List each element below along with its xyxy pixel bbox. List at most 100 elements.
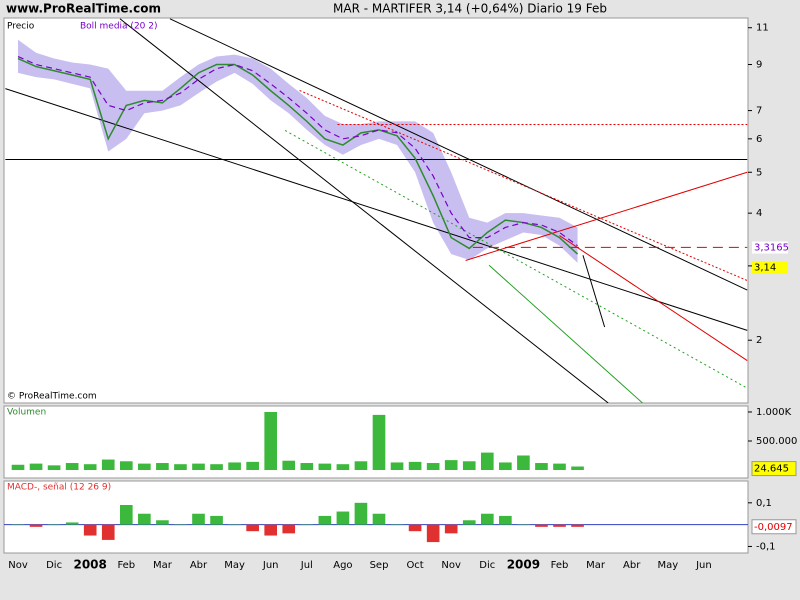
current-value-label: -0,0097: [754, 522, 793, 533]
bar: [282, 460, 296, 470]
bar: [462, 461, 476, 470]
x-tick-label: May: [657, 560, 678, 571]
bar: [192, 463, 205, 470]
x-tick-label: Jul: [300, 560, 313, 571]
bar: [553, 524, 566, 527]
trend-line: [465, 171, 748, 261]
x-tick-label: May: [224, 560, 245, 571]
price-marker-box: [752, 241, 788, 254]
bar: [29, 524, 43, 527]
x-tick-label: 2009: [507, 558, 540, 572]
bar: [210, 515, 223, 525]
bar: [119, 461, 133, 470]
bar: [282, 524, 296, 534]
bar: [101, 524, 115, 540]
trend-line: [559, 235, 748, 361]
bar: [156, 463, 169, 470]
trend-line: [119, 18, 609, 403]
bar: [228, 524, 241, 526]
bar: [408, 524, 422, 532]
x-tick-label: Oct: [406, 560, 423, 571]
x-tick-label: Mar: [153, 560, 173, 571]
site-name: www.ProRealTime.com: [6, 2, 161, 16]
bar: [336, 511, 350, 525]
y-tick-label: -0,1: [756, 541, 776, 552]
x-tick-label: Ago: [333, 560, 352, 571]
bar: [300, 524, 314, 526]
bar: [390, 462, 404, 470]
bar: [65, 463, 79, 470]
bar: [11, 524, 25, 526]
x-tick-label: Nov: [441, 560, 461, 571]
bar: [174, 464, 187, 470]
volume-title: Volumen: [7, 408, 46, 418]
bar: [390, 524, 404, 526]
price-marker-label: 3,14: [754, 263, 776, 274]
bar: [210, 464, 223, 470]
y-tick-label: 9: [756, 60, 762, 71]
bar: [192, 513, 205, 525]
bar: [426, 463, 440, 470]
y-tick-label: 500.000: [756, 436, 797, 447]
bar: [300, 463, 314, 470]
chart-header: MAR - MARTIFER 3,14 (+0,64%) Diario 19 F…: [333, 2, 607, 16]
current-value-box: [751, 461, 797, 477]
price-panel: [3, 17, 749, 404]
x-tick-label: Dic: [479, 560, 495, 571]
x-tick-label: Dic: [46, 560, 62, 571]
bar: [408, 461, 422, 470]
bar: [426, 524, 440, 543]
series-line: [17, 55, 578, 247]
x-tick-label: Feb: [551, 560, 569, 571]
x-tick-label: Jun: [262, 560, 279, 571]
y-tick-label: 5: [756, 167, 762, 178]
bar: [228, 462, 241, 470]
x-tick-label: Sep: [370, 560, 389, 571]
bar: [553, 463, 566, 470]
price-marker-box: [752, 261, 788, 274]
trend-line: [488, 264, 643, 403]
bar: [264, 524, 278, 536]
price-marker-label: 3,3165: [754, 243, 789, 254]
bar: [29, 463, 43, 470]
y-tick-label: 6: [756, 134, 762, 145]
trend-line: [284, 130, 748, 389]
bar: [83, 464, 97, 470]
bar: [372, 513, 386, 525]
y-tick-label: 4: [756, 208, 762, 219]
bar: [535, 463, 548, 470]
series-line: [17, 57, 579, 255]
bar: [83, 524, 97, 536]
trend-line: [299, 90, 748, 281]
y-tick-label: 7: [756, 106, 762, 117]
bar: [246, 461, 259, 470]
bar: [517, 455, 530, 470]
x-tick-label: Abr: [623, 560, 641, 571]
legend-entry: Boll media (20 2): [80, 22, 158, 32]
bar: [174, 524, 187, 526]
bar: [571, 466, 584, 470]
bar: [354, 461, 368, 470]
bar: [318, 515, 332, 525]
x-tick-label: Feb: [117, 560, 135, 571]
bar: [138, 463, 151, 470]
bar: [101, 459, 115, 470]
bar: [444, 460, 458, 470]
bar: [47, 524, 61, 526]
bar: [336, 464, 350, 470]
bar: [499, 462, 512, 470]
trend-line: [169, 18, 748, 291]
y-tick-label: 11: [756, 23, 769, 34]
current-value-label: 24.645: [754, 464, 789, 475]
bar: [318, 463, 332, 470]
y-tick-label: 2: [756, 335, 762, 346]
trend-line: [582, 255, 606, 328]
copyright: © ProRealTime.com: [7, 392, 97, 402]
bar: [138, 513, 151, 525]
bar: [65, 522, 79, 525]
bar: [156, 520, 169, 525]
bar: [535, 524, 548, 527]
bar: [354, 502, 368, 525]
